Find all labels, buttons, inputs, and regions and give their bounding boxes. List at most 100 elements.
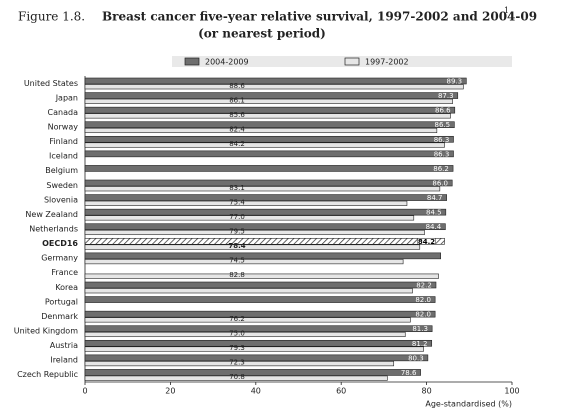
category-label: Iceland (49, 152, 78, 161)
value-label: 86.1 (229, 96, 245, 104)
value-label: 74.5 (229, 257, 245, 265)
value-label: 84.7 (427, 194, 443, 202)
category-label: France (51, 268, 78, 277)
category-label: Germany (41, 254, 78, 263)
value-label: 86.6 (435, 107, 451, 115)
value-label: 81.2 (412, 340, 428, 348)
bar (84, 237, 445, 245)
value-label: 84.5 (426, 209, 442, 217)
value-label: 70.8 (229, 373, 245, 381)
bar (84, 229, 425, 236)
title-note: 1 (504, 6, 509, 15)
category-label: Korea (55, 283, 78, 292)
category-label: Belgium (45, 166, 78, 175)
value-label: 80.3 (408, 354, 424, 362)
value-label: 81.3 (412, 325, 428, 333)
x-tick-label: 60 (336, 387, 346, 396)
bar (84, 361, 395, 367)
value-label: 82.0 (415, 311, 431, 319)
category-label: Slovenia (44, 195, 78, 204)
value-label-box (417, 238, 436, 245)
x-tick-label: 0 (82, 387, 87, 396)
value-label: 84.2 (418, 238, 435, 246)
bar (84, 288, 413, 294)
value-label: 86.0 (432, 180, 448, 188)
category-label: Japan (55, 93, 78, 102)
value-label: 76.2 (229, 315, 245, 323)
value-label: 83.1 (229, 184, 245, 192)
bar (84, 179, 453, 187)
bar (84, 375, 388, 381)
category-label: Portugal (45, 297, 78, 306)
legend-label: 2004-2009 (205, 58, 249, 67)
x-tick-label: 20 (165, 387, 175, 396)
bar (84, 200, 408, 206)
bar (84, 121, 455, 129)
value-label: 86.3 (434, 150, 450, 158)
value-label: 78.4 (228, 242, 245, 250)
bar (84, 252, 441, 260)
bar (84, 296, 436, 303)
figure-label: Figure 1.8. (18, 10, 85, 24)
value-label: 82.0 (415, 296, 431, 304)
value-label: 88.6 (229, 82, 245, 90)
bar (84, 273, 439, 279)
legend-box (172, 56, 512, 67)
bar (84, 244, 421, 250)
category-label: OECD16 (42, 239, 78, 248)
bar (84, 369, 421, 376)
value-label: 86.5 (435, 121, 451, 129)
legend-swatch (344, 57, 360, 66)
bar (84, 259, 404, 265)
legend-swatch (184, 57, 200, 66)
bar (84, 113, 451, 119)
value-label: 89.3 (447, 78, 463, 86)
bar (84, 127, 438, 134)
x-axis-label: Age-standardised (%) (425, 400, 512, 409)
category-label: Czech Republic (17, 370, 78, 379)
value-label: 77.0 (229, 213, 245, 221)
category-label: Norway (48, 123, 79, 132)
value-label: 85.6 (229, 111, 245, 119)
category-label: Austria (50, 341, 78, 350)
value-label: 84.2 (229, 140, 245, 148)
bar (84, 98, 453, 104)
x-tick-label: 80 (422, 387, 432, 396)
value-label: 75.4 (229, 198, 245, 206)
bar (84, 135, 454, 143)
bar (84, 354, 429, 362)
bar (84, 92, 459, 99)
bar (84, 317, 411, 323)
category-label: Canada (48, 108, 79, 117)
value-label: 72.3 (229, 359, 245, 367)
bar (84, 194, 447, 201)
category-label: New Zealand (25, 210, 78, 219)
value-label: 84.4 (426, 223, 442, 231)
bar (84, 325, 433, 333)
bar (84, 281, 437, 289)
bar (84, 77, 467, 85)
value-label: 78.6 (401, 369, 417, 377)
bar (84, 106, 456, 114)
bar (84, 310, 436, 318)
x-tick-label: 40 (251, 387, 261, 396)
value-label: 79.5 (229, 227, 245, 235)
x-tick-label: 100 (504, 387, 519, 396)
category-label: Finland (49, 137, 78, 146)
bar (84, 84, 464, 90)
value-label: 86.2 (433, 165, 449, 173)
bar (84, 150, 454, 158)
bar (84, 208, 447, 216)
bar (84, 339, 433, 347)
value-label: 87.3 (438, 92, 454, 100)
value-label: 79.3 (229, 344, 245, 352)
value-label: 75.0 (229, 329, 245, 337)
bar (84, 331, 406, 338)
bar (84, 215, 415, 221)
value-label: 82.4 (229, 125, 245, 133)
value-label: 82.8 (229, 271, 245, 279)
bar (84, 186, 441, 192)
category-label: Denmark (41, 312, 78, 321)
bar (84, 223, 446, 231)
